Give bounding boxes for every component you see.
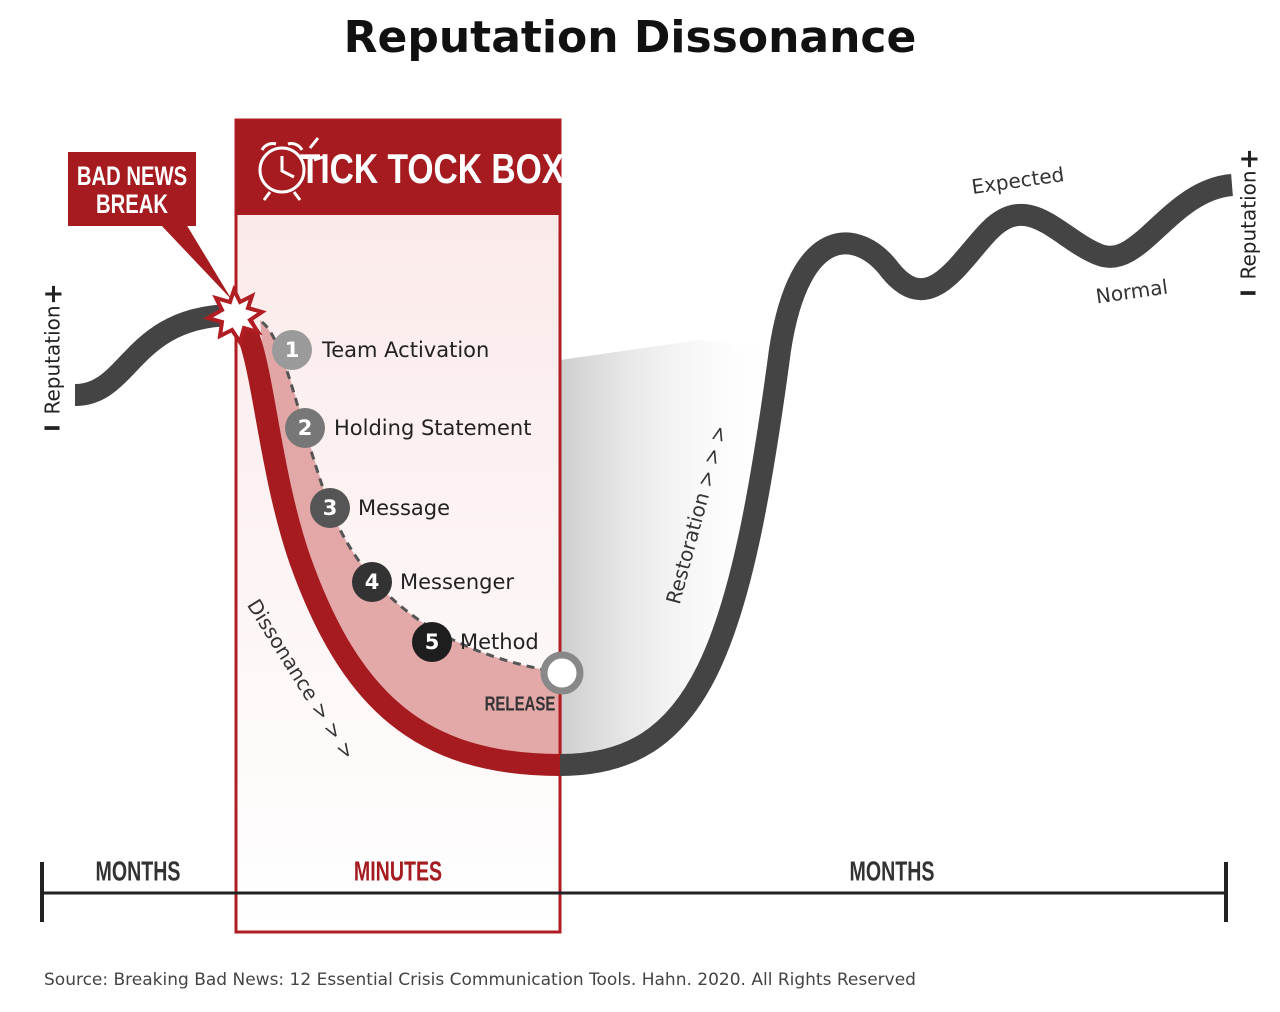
step-number: 1 <box>285 338 300 362</box>
step-label: Message <box>358 496 450 520</box>
step-label: Team Activation <box>321 338 489 362</box>
step-number: 3 <box>323 496 338 520</box>
callout-text: BAD NEWS <box>77 161 187 192</box>
step-label: Method <box>460 630 539 654</box>
step-label: Messenger <box>400 570 514 594</box>
reputation-axis-left: I Reputation + <box>39 283 69 432</box>
normal-label: Normal <box>1094 275 1169 309</box>
callout-pointer <box>160 224 232 300</box>
axis-minus: I <box>41 424 65 431</box>
step-badge <box>352 562 392 602</box>
step-label: Holding Statement <box>334 416 531 440</box>
release-icon <box>540 651 584 695</box>
axis-label: Reputation <box>1237 170 1261 279</box>
restoration-shade <box>560 340 780 765</box>
reputation-axis-right: I Reputation + <box>1235 148 1265 297</box>
axis-plus: + <box>1235 148 1265 170</box>
step-badge <box>285 408 325 448</box>
reputation-before <box>74 304 231 406</box>
axis-plus: + <box>39 283 69 305</box>
callout-text: BREAK <box>96 189 169 220</box>
title: Reputation Dissonance <box>344 12 917 63</box>
reputation-drop <box>227 304 561 776</box>
step-badge <box>310 488 350 528</box>
step-number: 2 <box>298 416 313 440</box>
box-header <box>236 120 560 215</box>
axis-minus: I <box>1237 289 1261 296</box>
source: Source: Breaking Bad News: 12 Essential … <box>44 970 916 990</box>
step-badge <box>412 622 452 662</box>
axis-label: Reputation <box>41 305 65 414</box>
step-badge <box>272 330 312 370</box>
timeline-label: MINUTES <box>354 856 442 887</box>
alarm-clock-icon <box>258 137 327 201</box>
step-number: 5 <box>425 630 440 654</box>
callout-box <box>68 152 196 226</box>
release-label: RELEASE <box>485 692 556 715</box>
burst <box>202 284 267 347</box>
reputation-restoration <box>559 174 1234 776</box>
timeline-label: MONTHS <box>96 856 181 887</box>
step-number: 4 <box>365 570 380 594</box>
response-area <box>260 320 562 765</box>
box-title: TICK TOCK BOX <box>300 147 565 193</box>
expected-label: Expected <box>970 162 1066 199</box>
timeline-label: MONTHS <box>850 856 935 887</box>
